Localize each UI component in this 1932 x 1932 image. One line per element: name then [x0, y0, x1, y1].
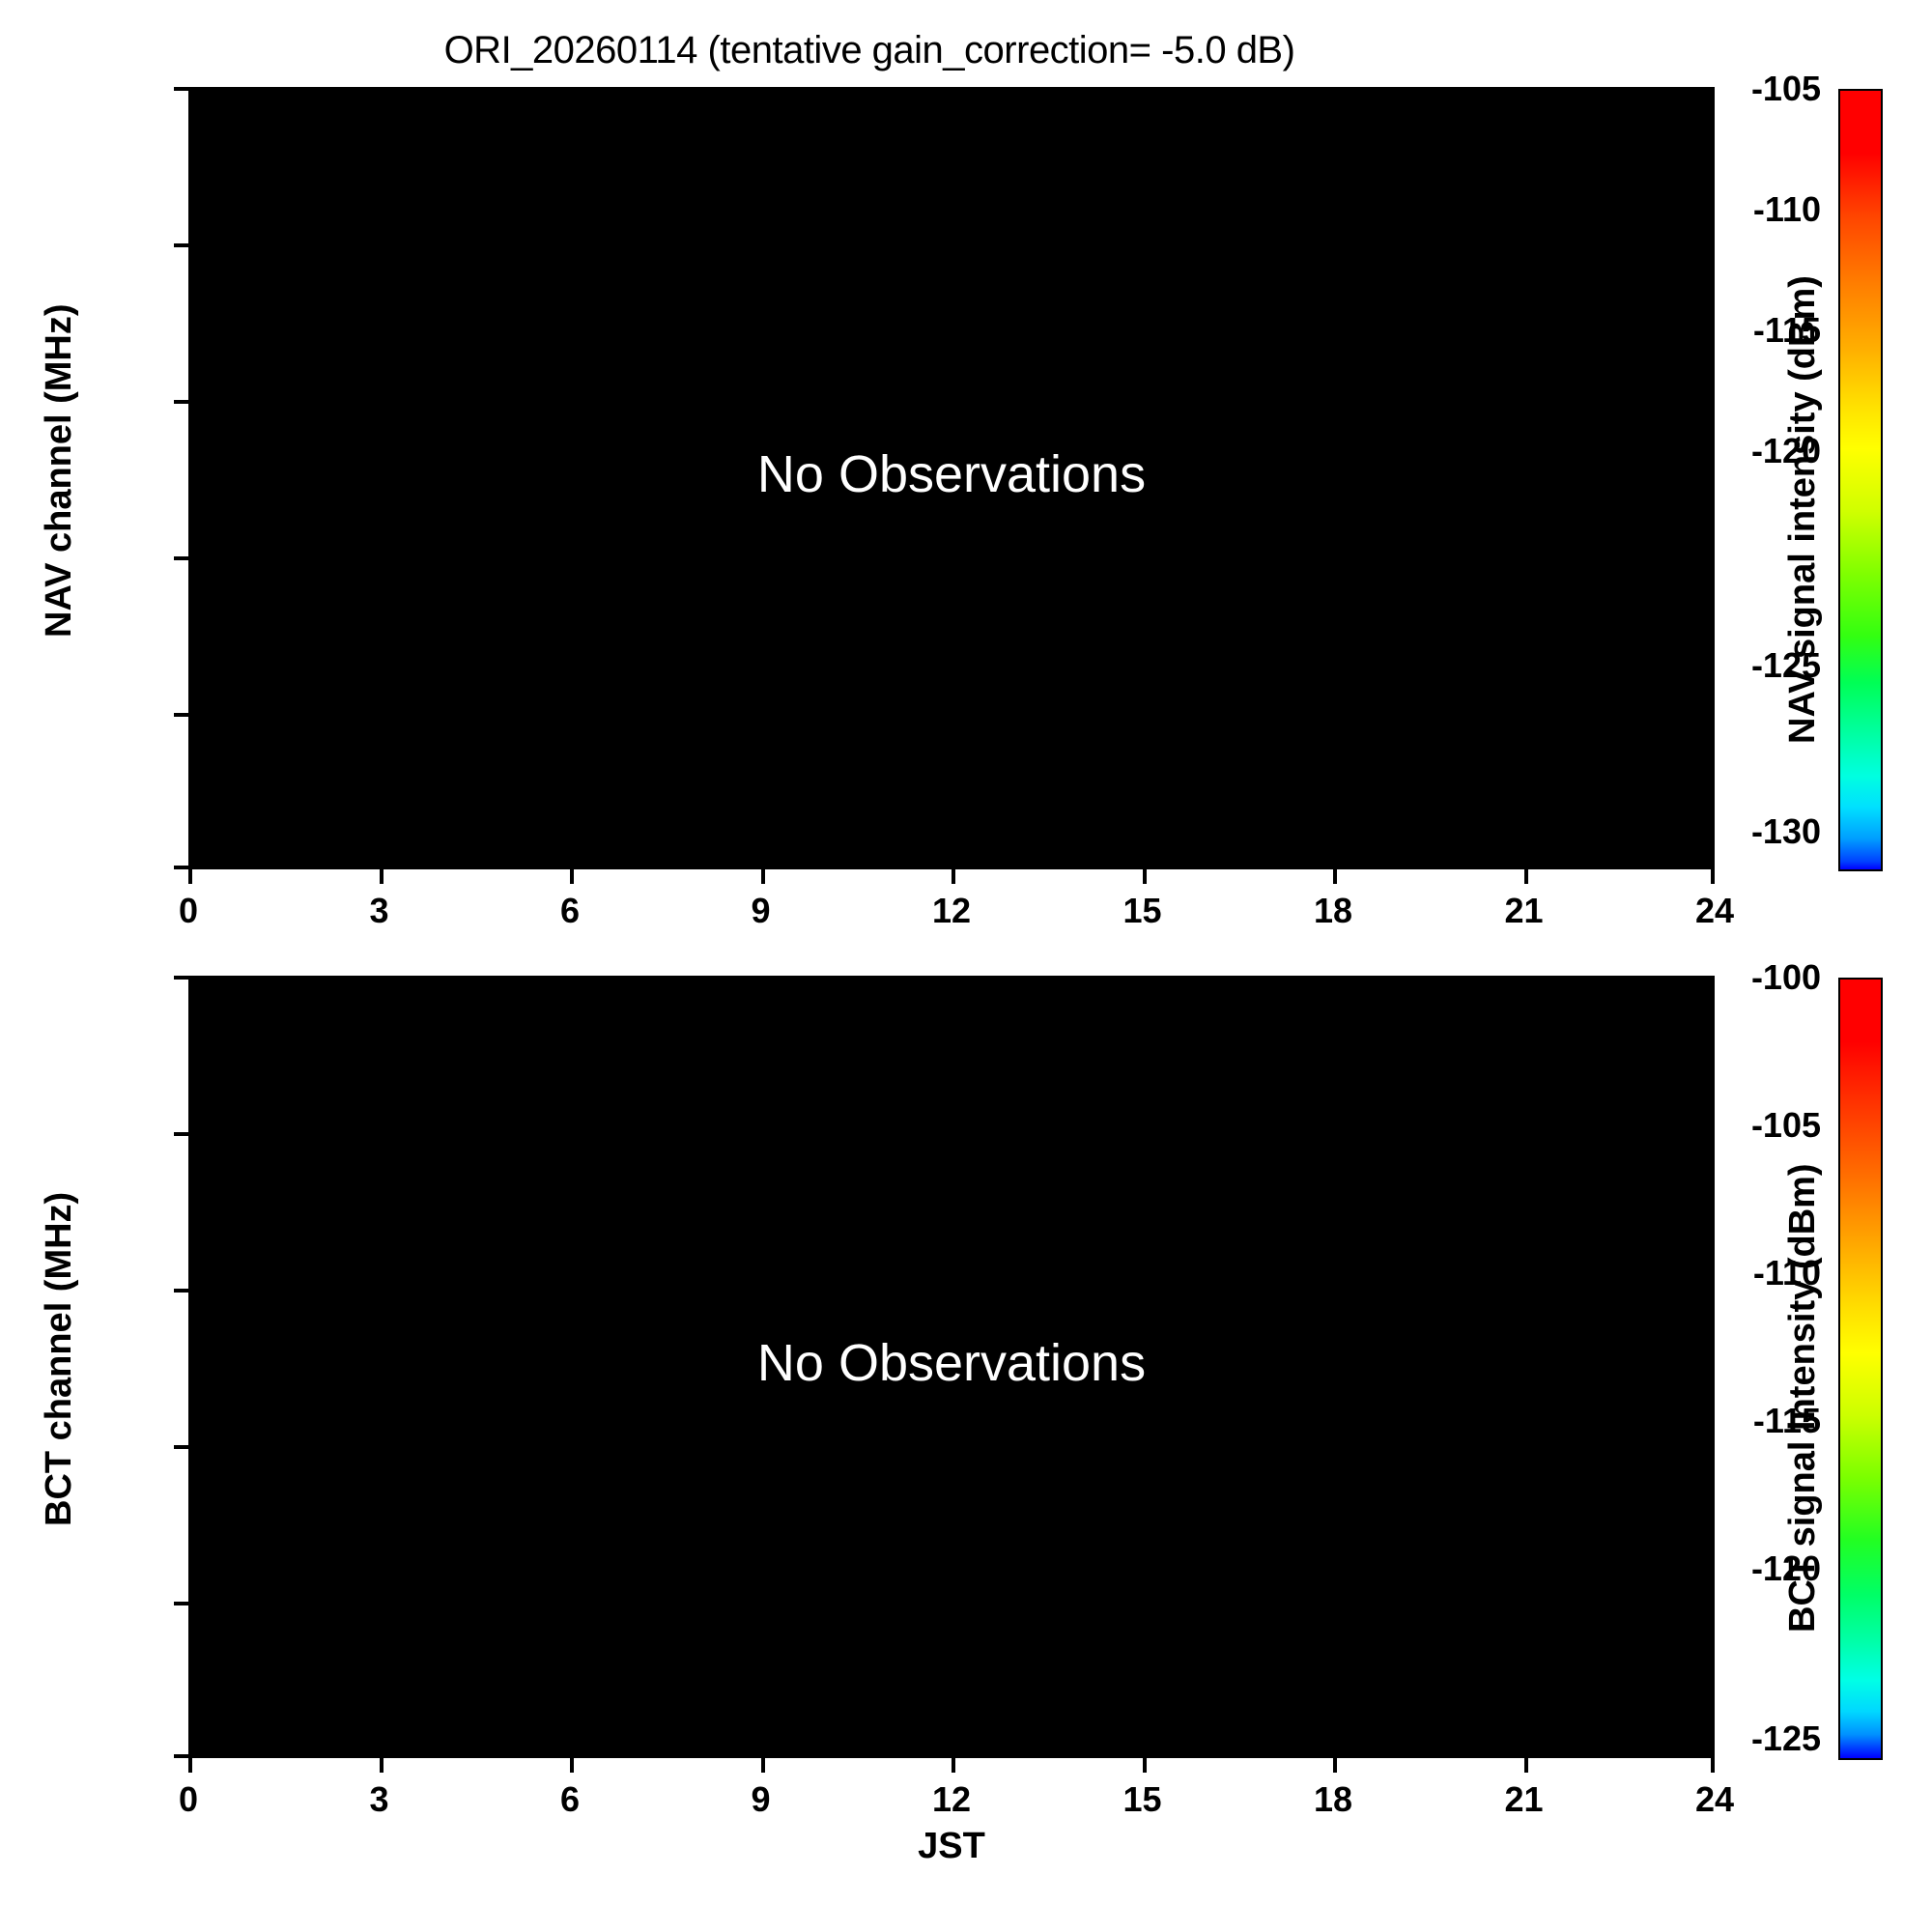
nav-xtick-label: 0 — [178, 891, 199, 930]
nav-xtick-label: 21 — [1504, 891, 1544, 930]
nav-ctick-label: -125 — [1750, 645, 1821, 685]
nav-ctick-label: -120 — [1750, 431, 1821, 470]
nav-xtick-mark — [1333, 869, 1337, 884]
bct-xtick-mark — [1142, 1758, 1147, 1773]
nav-ytick-mark — [174, 243, 189, 247]
nav-ctick-label: -115 — [1752, 310, 1821, 350]
bct-xtick-label: 12 — [931, 1779, 972, 1819]
bct-xtick-label: 15 — [1122, 1779, 1162, 1819]
nav-xtick-mark — [379, 869, 384, 884]
bct-plot-area[interactable]: No Observations — [188, 976, 1715, 1758]
bct-ctick-label: -105 — [1750, 1105, 1821, 1145]
nav-y-axis-title: NAV channel (MHz) — [39, 303, 79, 638]
page-title: ORI_20260114 (tentative gain_correction=… — [443, 29, 1295, 71]
bct-xtick-mark — [952, 1758, 955, 1773]
nav-no-observations-label: No Observations — [756, 445, 1147, 503]
nav-ytick-mark — [174, 556, 189, 560]
bct-xtick-mark — [188, 1758, 192, 1773]
bct-xtick-label: 21 — [1504, 1779, 1544, 1819]
nav-colorbar[interactable] — [1838, 89, 1883, 871]
nav-xtick-label: 3 — [369, 891, 389, 930]
bct-ytick-mark — [174, 1289, 189, 1293]
bct-ytick-mark — [174, 1754, 189, 1758]
nav-ytick-mark — [174, 400, 189, 404]
nav-plot-area[interactable]: No Observations — [188, 87, 1715, 869]
bct-xtick-mark — [1333, 1758, 1337, 1773]
bct-xtick-mark — [379, 1758, 384, 1773]
nav-xtick-mark — [188, 869, 192, 884]
bct-ytick-mark — [174, 1445, 189, 1449]
nav-xtick-mark — [1142, 869, 1147, 884]
bct-xtick-mark — [1523, 1758, 1528, 1773]
nav-ytick-mark — [174, 866, 189, 869]
bct-ctick-label: -110 — [1752, 1253, 1821, 1293]
nav-xtick-label: 15 — [1122, 891, 1162, 930]
nav-xtick-mark — [952, 869, 955, 884]
nav-xtick-label: 12 — [931, 891, 972, 930]
bct-xtick-mark — [570, 1758, 574, 1773]
bct-ctick-label: -115 — [1752, 1401, 1821, 1440]
nav-xtick-mark — [1523, 869, 1528, 884]
bct-ytick-mark — [174, 976, 189, 980]
bct-colorbar[interactable] — [1838, 978, 1883, 1760]
bct-ctick-label: -120 — [1750, 1548, 1821, 1588]
bct-ctick-label: -125 — [1750, 1719, 1821, 1758]
bct-xtick-label: 3 — [369, 1779, 389, 1819]
bct-y-axis-title: BCT channel (MHz) — [39, 1191, 79, 1526]
bct-xtick-label: 9 — [751, 1779, 771, 1819]
nav-xtick-mark — [1711, 869, 1715, 884]
bct-xtick-mark — [760, 1758, 765, 1773]
nav-xtick-label: 6 — [559, 891, 581, 930]
bct-xtick-label: 24 — [1694, 1779, 1735, 1819]
bct-ctick-label: -100 — [1750, 957, 1821, 997]
bct-ytick-mark — [174, 1132, 189, 1136]
nav-ctick-label: -130 — [1750, 811, 1821, 851]
bct-xtick-label: 0 — [178, 1779, 199, 1819]
bct-ytick-mark — [174, 1602, 189, 1605]
nav-xtick-label: 24 — [1694, 891, 1735, 930]
bct-xtick-label: 6 — [559, 1779, 581, 1819]
bct-xtick-label: 18 — [1313, 1779, 1353, 1819]
nav-xtick-mark — [760, 869, 765, 884]
bct-xtick-mark — [1711, 1758, 1715, 1773]
nav-xtick-label: 9 — [751, 891, 771, 930]
nav-ytick-mark — [174, 87, 189, 91]
nav-xtick-label: 18 — [1313, 891, 1353, 930]
bct-no-observations-label: No Observations — [756, 1334, 1147, 1392]
bct-x-axis-title: JST — [918, 1826, 985, 1866]
nav-ctick-label: -105 — [1750, 69, 1821, 108]
nav-ytick-mark — [174, 713, 189, 717]
nav-ctick-label: -110 — [1752, 189, 1821, 229]
nav-xtick-mark — [570, 869, 574, 884]
